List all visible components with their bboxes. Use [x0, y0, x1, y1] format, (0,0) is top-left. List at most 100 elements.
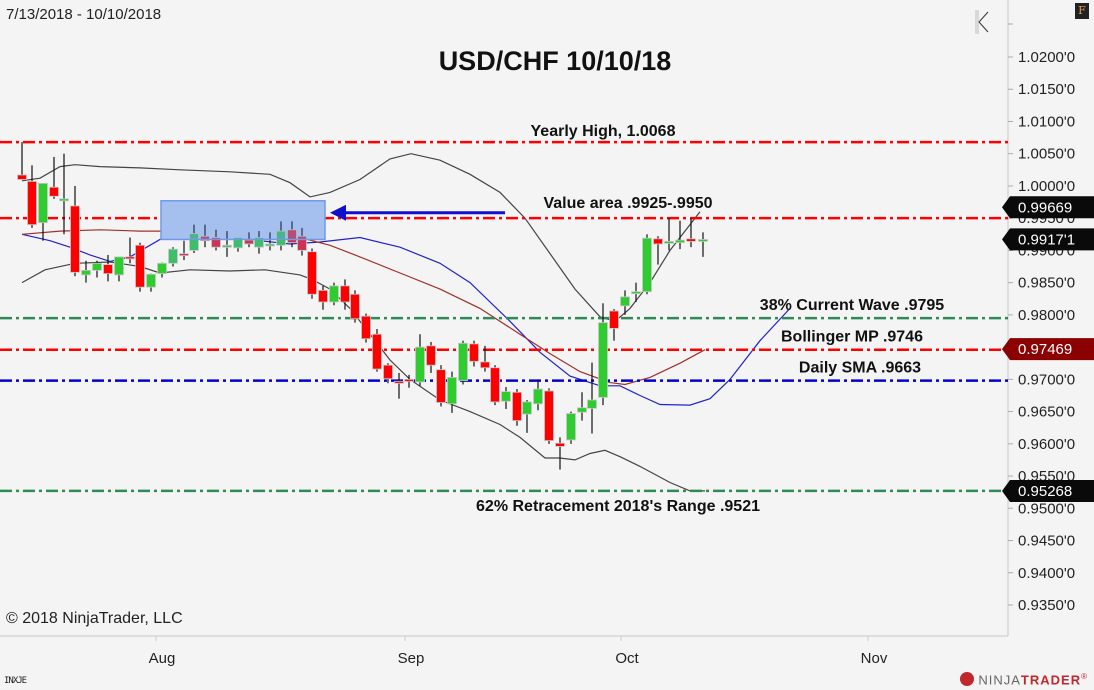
- candle: [318, 285, 328, 310]
- candle: [92, 260, 102, 278]
- price-tick-label: 0.9600'0: [1018, 436, 1075, 453]
- arrow-head-icon: [330, 204, 346, 221]
- candle: [675, 220, 685, 250]
- annotations: Yearly High, 1.0068 Value area .9925-.995…: [476, 123, 944, 515]
- brand-reg: ®: [1081, 672, 1088, 681]
- price-tag: 0.97469: [1002, 338, 1094, 361]
- candle: [307, 248, 317, 299]
- daily-sma-label: Daily SMA .9663: [799, 360, 921, 377]
- candle: [426, 341, 436, 373]
- time-tick-label: Oct: [615, 650, 639, 667]
- ema-brown-line: [21, 229, 706, 386]
- value-area-label: Value area .9925-.9950: [543, 195, 712, 212]
- candle: [533, 379, 543, 411]
- candle: [522, 399, 532, 433]
- candle: [566, 411, 576, 444]
- candle: [686, 218, 696, 248]
- bollinger-upper-line: [21, 153, 701, 322]
- value-area-box[interactable]: [161, 200, 325, 240]
- candle: [372, 329, 382, 372]
- candle: [631, 282, 641, 302]
- fib-38-label: 38% Current Wave .9795: [760, 297, 944, 314]
- time-axis[interactable]: Aug Sep Oct Nov: [149, 636, 888, 667]
- candle: [49, 156, 59, 199]
- price-tick-label: 1.0150'0: [1018, 81, 1075, 98]
- candle: [415, 334, 425, 386]
- price-tick-label: 0.9400'0: [1018, 565, 1075, 582]
- candle: [103, 254, 113, 282]
- candle: [653, 236, 663, 265]
- candle: [480, 345, 490, 372]
- price-tick-label: 0.9800'0: [1018, 307, 1075, 324]
- price-tick-label: 1.0000'0: [1018, 178, 1075, 195]
- candle: [512, 389, 522, 426]
- candle: [501, 387, 511, 410]
- f-button[interactable]: F: [1075, 3, 1089, 19]
- candle: [81, 260, 91, 283]
- collapse-panel-button[interactable]: [975, 10, 991, 34]
- candle: [329, 282, 339, 306]
- svg-text:0.9917'1: 0.9917'1: [1018, 231, 1075, 248]
- candle: [361, 313, 371, 343]
- price-tick-label: 1.0200'0: [1018, 49, 1075, 66]
- value-area-arrow[interactable]: [330, 204, 505, 221]
- ninjatrader-logo: NINJATRADER®: [960, 672, 1088, 687]
- candle: [265, 232, 275, 251]
- brand-bold: TRADER: [1020, 672, 1082, 688]
- candle: [17, 142, 27, 180]
- candle: [135, 242, 145, 292]
- candle: [27, 165, 37, 228]
- svg-text:0.99669: 0.99669: [1018, 199, 1072, 216]
- candle: [254, 231, 264, 254]
- price-tick-label: 1.0100'0: [1018, 113, 1075, 130]
- candle: [620, 290, 630, 315]
- price-axis[interactable]: 1.0200'0 1.0150'0 1.0100'0 1.0050'0 1.0000'0…: [1008, 23, 1075, 614]
- candle: [394, 372, 404, 399]
- candle: [469, 340, 479, 367]
- price-tick-label: 0.9350'0: [1018, 597, 1075, 614]
- price-tag: 0.99669: [1002, 196, 1094, 219]
- time-tick-label: Sep: [398, 650, 425, 667]
- candle: [114, 256, 124, 282]
- candle: [436, 365, 446, 407]
- candle: [179, 240, 189, 261]
- time-tick-label: Nov: [861, 650, 888, 667]
- price-tags: 0.99669 0.9917'1 0.97469 0.95268: [1002, 196, 1094, 503]
- small-mark: INXJE: [4, 676, 27, 686]
- candle: [157, 262, 167, 278]
- candle: [125, 237, 135, 264]
- candle: [70, 185, 80, 277]
- candle: [664, 218, 674, 251]
- candle: [598, 303, 608, 406]
- price-tick-label: 0.9500'0: [1018, 500, 1075, 517]
- candle: [340, 279, 350, 310]
- candle: [642, 234, 652, 295]
- svg-text:0.95268: 0.95268: [1018, 483, 1072, 500]
- svg-text:0.97469: 0.97469: [1018, 341, 1072, 358]
- price-tick-label: 0.9700'0: [1018, 371, 1075, 388]
- bollinger-mp-label: Bollinger MP .9746: [781, 329, 923, 346]
- candle: [38, 182, 48, 241]
- bollinger-lower-line: [21, 261, 705, 492]
- candle: [577, 392, 587, 421]
- candle: [490, 365, 500, 406]
- candle: [458, 340, 468, 385]
- candle: [222, 231, 232, 257]
- date-range: 7/13/2018 - 10/10/2018: [6, 6, 162, 23]
- candle: [587, 362, 597, 434]
- price-tick-label: 0.9450'0: [1018, 533, 1075, 550]
- candle: [404, 374, 414, 388]
- time-tick-label: Aug: [149, 650, 176, 667]
- candle: [276, 221, 286, 251]
- candle: [447, 371, 457, 413]
- price-tick-label: 1.0050'0: [1018, 146, 1075, 163]
- candle: [609, 309, 619, 341]
- candle: [297, 227, 307, 256]
- fib-62-label: 62% Retracement 2018's Range .9521: [476, 498, 760, 515]
- candle: [544, 388, 554, 444]
- candle: [698, 232, 708, 257]
- horizontal-lines[interactable]: [0, 140, 1008, 493]
- price-tick-label: 0.9650'0: [1018, 404, 1075, 421]
- chevron-left-icon: [975, 10, 989, 34]
